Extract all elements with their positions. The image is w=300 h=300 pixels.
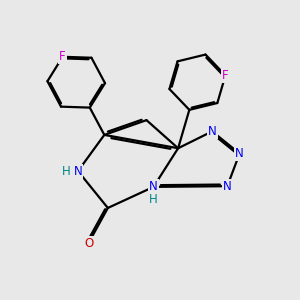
Text: F: F	[222, 69, 229, 82]
Text: F: F	[59, 50, 66, 63]
Text: N: N	[208, 125, 217, 138]
Text: N: N	[223, 180, 232, 193]
Text: H: H	[62, 165, 71, 178]
Text: O: O	[84, 237, 93, 250]
Text: N: N	[235, 147, 244, 160]
Text: H: H	[149, 193, 158, 206]
Text: N: N	[149, 180, 158, 194]
Text: N: N	[74, 165, 82, 178]
